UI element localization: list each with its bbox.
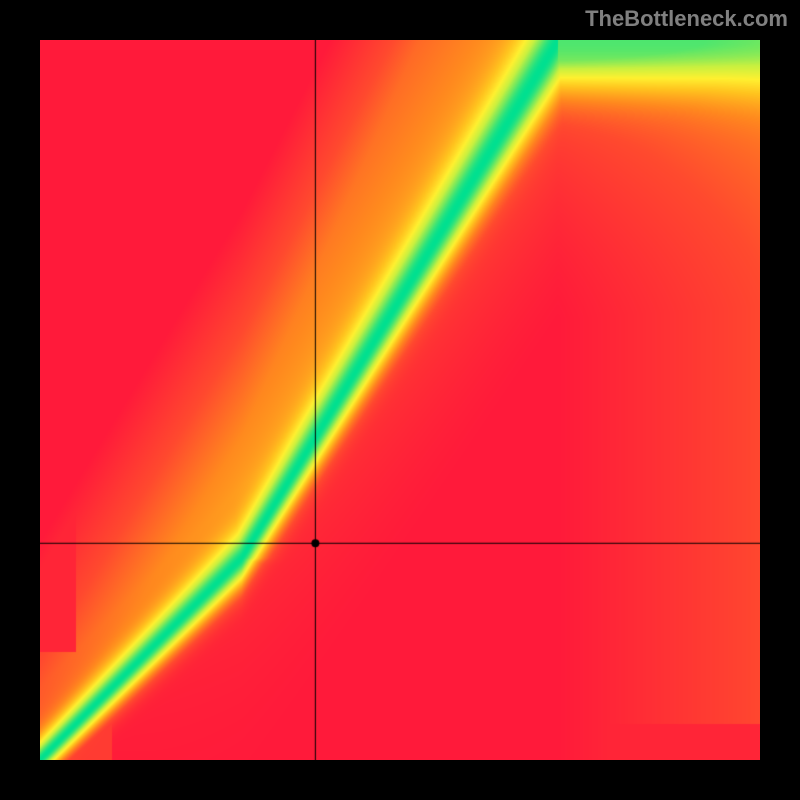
bottleneck-heatmap	[40, 40, 760, 760]
heatmap-canvas	[40, 40, 760, 760]
watermark-text: TheBottleneck.com	[585, 6, 788, 32]
